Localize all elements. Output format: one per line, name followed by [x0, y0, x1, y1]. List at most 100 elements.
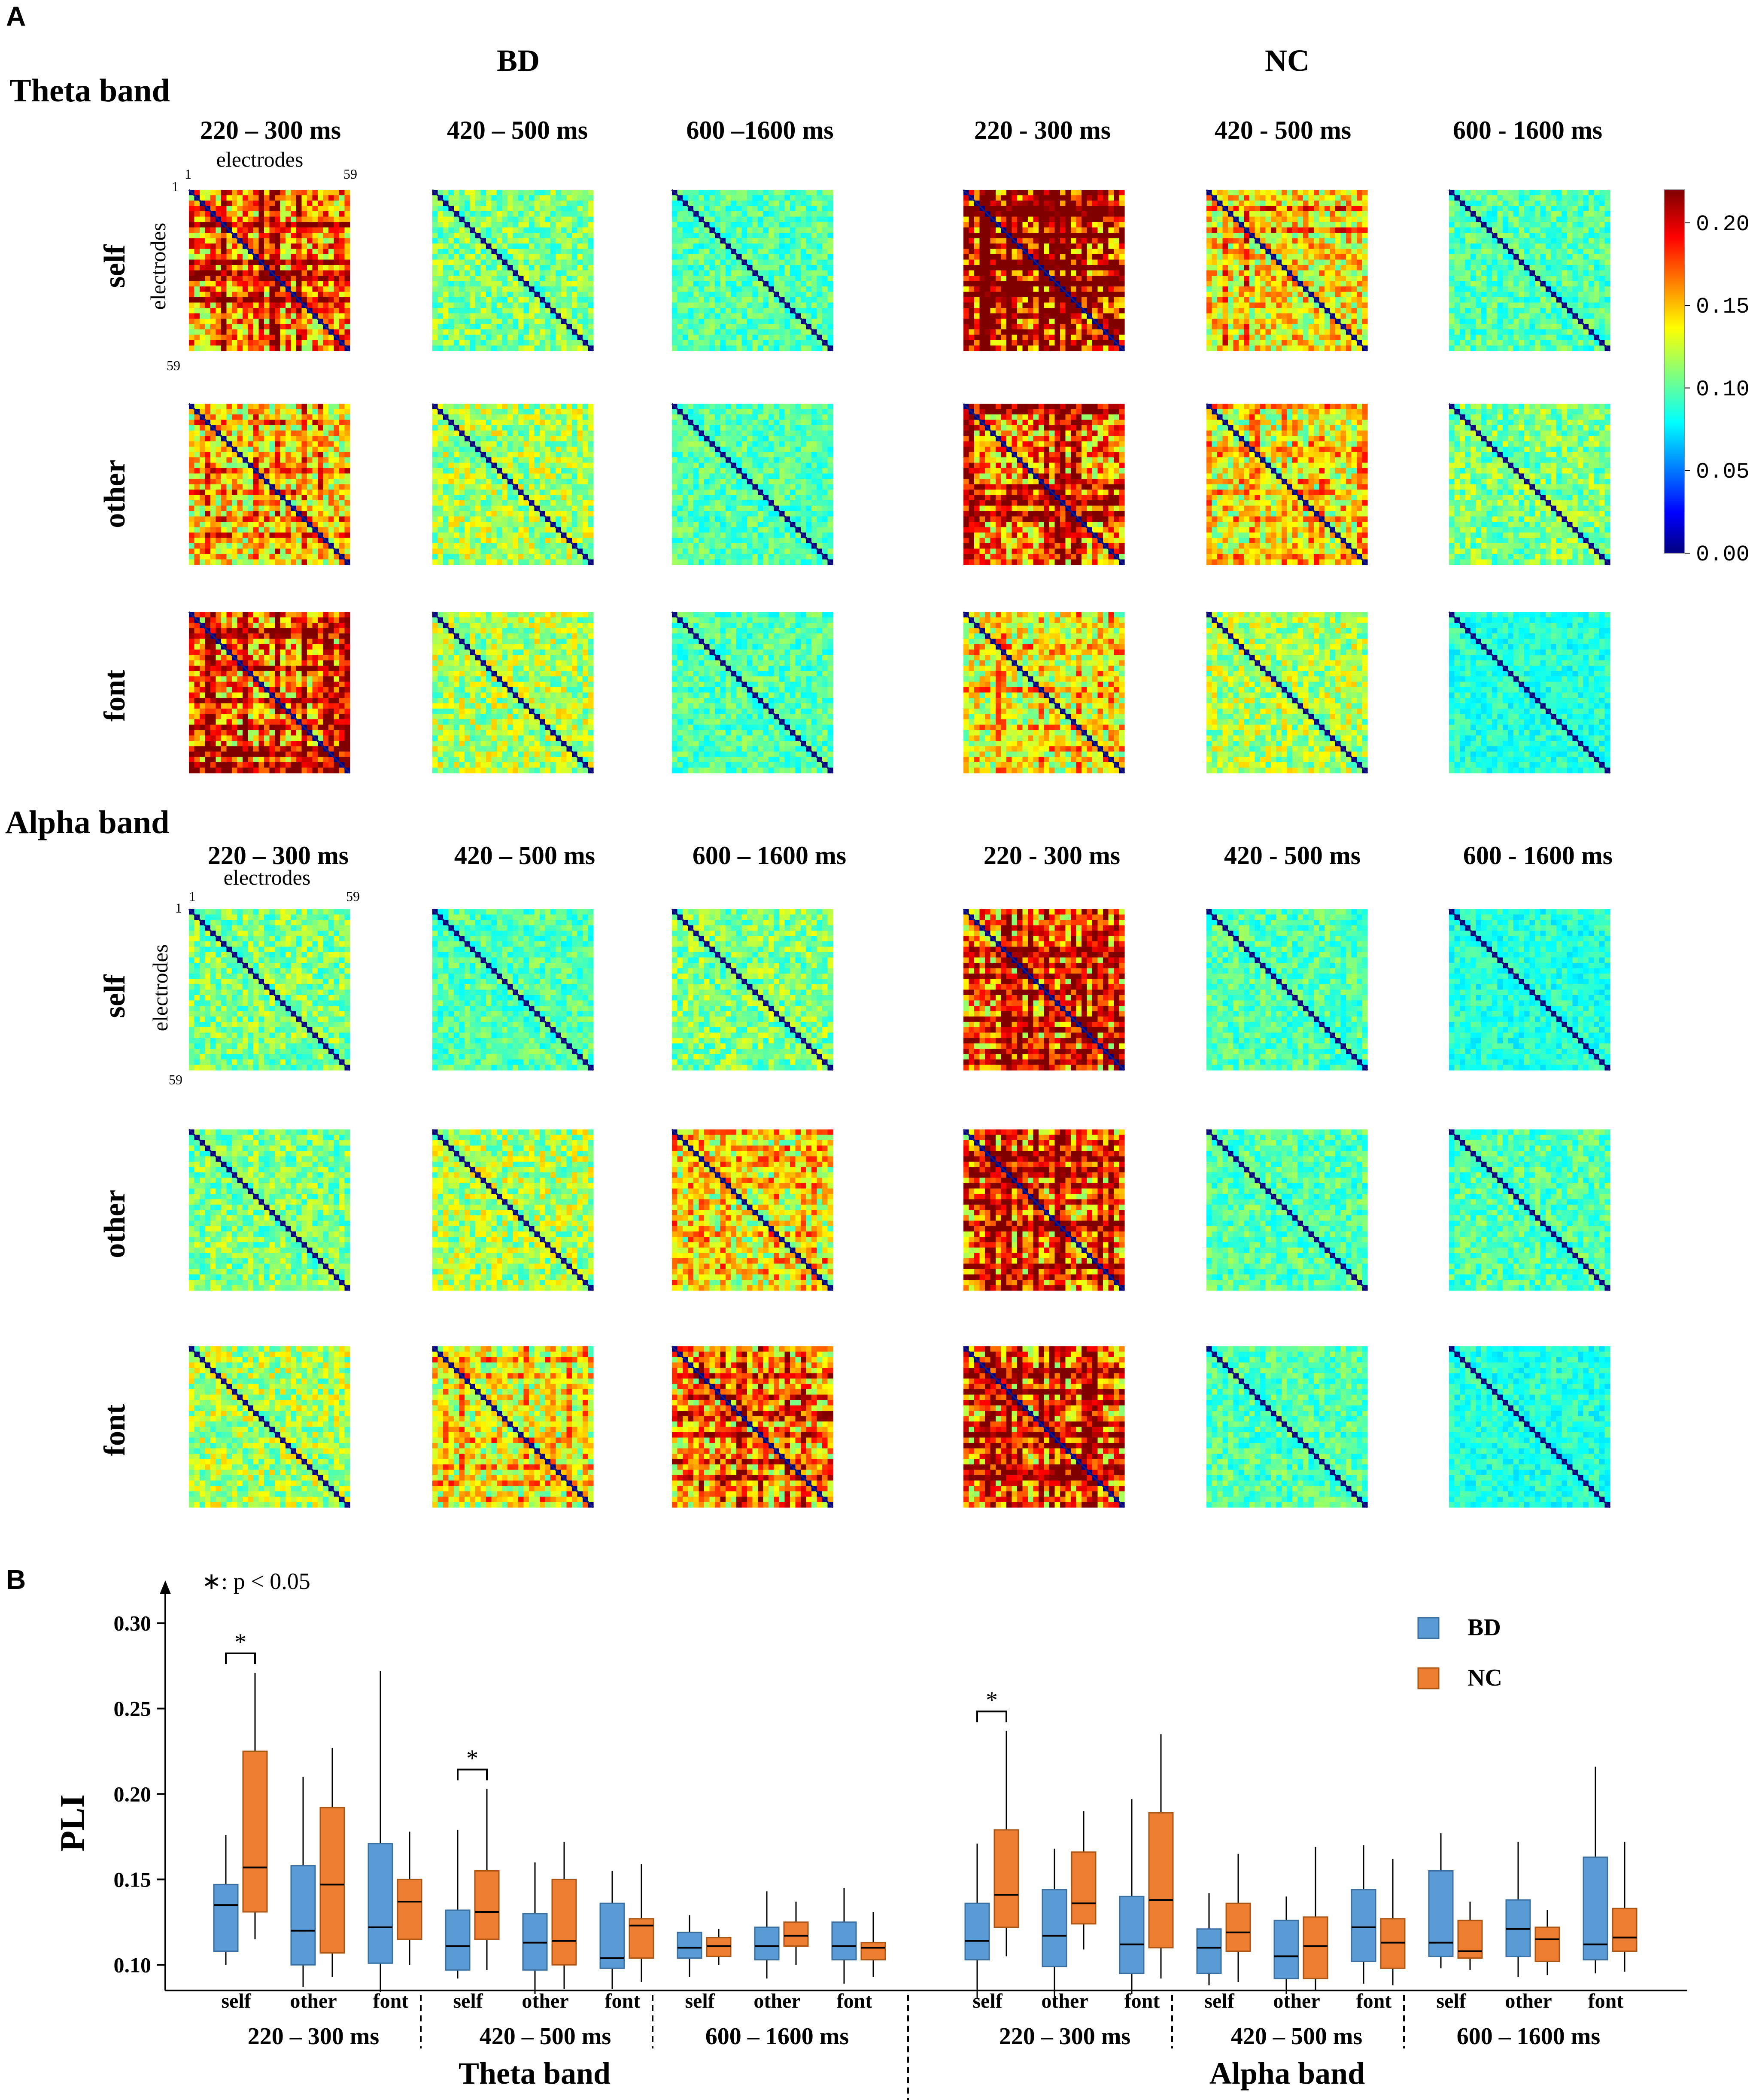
alpha-self-bd-window3-matrix: [672, 909, 833, 1071]
theta-w3-self-nc-box: [707, 1929, 731, 1965]
colorbar-tick-label: 0.20: [1696, 212, 1750, 237]
theta-row-label-other: other: [98, 460, 131, 528]
theta-condition-label: font: [373, 1990, 409, 2012]
colorbar-tick-label: 0.10: [1696, 377, 1750, 402]
alpha-w1-self-bd-box: [965, 1844, 989, 1999]
alpha-font-bd-window1-matrix: [189, 1346, 350, 1508]
alpha-significance-bracket: *: [977, 1687, 1006, 1722]
theta-font-nc-window2-matrix: [1206, 612, 1368, 773]
alpha-font-bd-window2-matrix: [432, 1346, 594, 1508]
theta-w1-other-bd-box: [291, 1777, 315, 1987]
theta-time-label-4: 220 - 300 ms: [974, 116, 1111, 144]
alpha-w2-font-nc-box: [1381, 1859, 1405, 1985]
theta-condition-label: other: [290, 1990, 337, 2012]
theta-other-nc-window2-matrix: [1206, 404, 1368, 565]
alpha-window-label-3: 600 – 1600 ms: [1457, 2023, 1600, 2050]
theta-w1-font-bd-box: [368, 1671, 392, 1992]
theta-electrode-first-left: 1: [172, 179, 179, 194]
y-tick-label: 0.20: [114, 1782, 152, 1806]
theta-electrode-first-top: 1: [185, 166, 191, 182]
alpha-font-nc-window1-matrix: [963, 1346, 1125, 1508]
alpha-condition-label: other: [1505, 1990, 1552, 2012]
alpha-w1-other-nc-box: [1072, 1811, 1096, 1949]
alpha-w1-self-nc-box: [994, 1731, 1018, 1956]
alpha-condition-label: font: [1124, 1990, 1160, 2012]
y-tick-label: 0.30: [114, 1611, 152, 1635]
theta-window-label-1: 220 – 300 ms: [248, 2023, 379, 2050]
alpha-w1-font-nc-box: [1149, 1734, 1173, 1978]
theta-self-nc-window3-matrix: [1449, 190, 1610, 351]
theta-row-label-self: self: [98, 244, 131, 288]
alpha-w2-font-bd-box: [1352, 1845, 1376, 1984]
alpha-w2-other-bd-box: [1274, 1896, 1298, 1994]
panel-b-letter: B: [6, 1564, 26, 1595]
theta-self-bd-window1-matrix: [189, 190, 350, 351]
theta-font-bd-window1-matrix: [189, 612, 350, 773]
significance-star: *: [986, 1687, 998, 1713]
theta-window-label-2: 420 – 500 ms: [480, 2023, 611, 2050]
colorbar-ticks: 0.200.150.100.050.00: [1685, 212, 1750, 567]
theta-other-nc-window3-matrix: [1449, 404, 1610, 565]
alpha-window-label-1: 220 – 300 ms: [999, 2023, 1130, 2050]
alpha-self-nc-window2-matrix: [1206, 909, 1368, 1071]
theta-other-bd-window2-matrix: [432, 404, 594, 565]
alpha-electrode-first-left: 1: [175, 900, 182, 916]
colorbar-gradient: [1664, 190, 1685, 553]
theta-condition-label: self: [221, 1990, 251, 2012]
significance-note: ∗: p < 0.05: [202, 1568, 310, 1594]
theta-time-label-1: 220 – 300 ms: [200, 116, 341, 144]
alpha-time-label-5: 420 - 500 ms: [1224, 841, 1361, 870]
theta-condition-label: self: [453, 1990, 483, 2012]
alpha-condition-label: other: [1273, 1990, 1320, 2012]
group-title-nc: NC: [1265, 43, 1309, 78]
theta-condition-label: self: [685, 1990, 715, 2012]
figure: A BD NC Theta band 220 – 300 ms 420 – 50…: [0, 0, 1753, 2100]
alpha-w3-font-bd-box: [1583, 1767, 1607, 1973]
theta-w3-font-bd-box: [832, 1888, 856, 1984]
alpha-electrodes-axis-label: electrodes: [224, 865, 311, 889]
theta-time-label-3: 600 –1600 ms: [686, 116, 833, 144]
alpha-font-nc-window2-matrix: [1206, 1346, 1368, 1508]
theta-condition-label: font: [837, 1990, 872, 2012]
significance-star: *: [234, 1629, 246, 1656]
theta-font-bd-window2-matrix: [432, 612, 594, 773]
theta-electrode-last-left: 59: [167, 358, 180, 373]
panel-a-letter: A: [6, 1, 26, 32]
alpha-w1-font-bd-box: [1120, 1799, 1144, 1994]
theta-self-nc-window1-matrix: [963, 190, 1125, 351]
theta-w2-other-nc-box: [552, 1842, 576, 1989]
alpha-other-nc-window1-matrix: [963, 1129, 1125, 1291]
theta-w2-self-nc-box: [475, 1789, 499, 1970]
alpha-other-nc-window2-matrix: [1206, 1129, 1368, 1291]
alpha-electrode-last-top: 59: [346, 889, 360, 904]
theta-significance-bracket: *: [458, 1745, 487, 1780]
y-axis-title: PLI: [54, 1794, 91, 1851]
alpha-w2-other-nc-box: [1303, 1847, 1328, 1990]
significance-star: *: [466, 1745, 478, 1772]
alpha-band-title: Alpha band: [5, 804, 169, 840]
theta-electrode-last-top: 59: [343, 166, 357, 182]
y-ticks: 0.300.250.200.150.10: [114, 1611, 166, 1977]
alpha-self-bd-window2-matrix: [432, 909, 594, 1071]
theta-w3-self-bd-box: [678, 1915, 702, 1977]
colorbar-tick-label: 0.00: [1696, 542, 1750, 567]
y-tick-label: 0.25: [114, 1697, 152, 1721]
theta-time-label-5: 420 - 500 ms: [1215, 116, 1351, 144]
colorbar-tick-label: 0.05: [1696, 460, 1750, 485]
theta-font-nc-window1-matrix: [963, 612, 1125, 773]
legend: BD NC: [1418, 1614, 1502, 1691]
theta-condition-label: other: [522, 1990, 568, 2012]
group-title-bd: BD: [497, 43, 540, 78]
alpha-font-nc-window3-matrix: [1449, 1346, 1610, 1508]
theta-row-label-font: font: [98, 670, 131, 722]
theta-w1-font-nc-box: [398, 1832, 422, 1965]
theta-w2-font-nc-box: [629, 1864, 653, 1982]
theta-band-axis-label: Theta band: [459, 2056, 611, 2091]
alpha-time-label-6: 600 - 1600 ms: [1463, 841, 1613, 870]
theta-other-nc-window1-matrix: [963, 404, 1125, 565]
alpha-w2-self-bd-box: [1197, 1893, 1221, 1985]
theta-other-bd-window3-matrix: [672, 404, 833, 565]
theta-w3-other-bd-box: [755, 1891, 779, 1978]
theta-font-nc-window3-matrix: [1449, 612, 1610, 773]
alpha-condition-label: font: [1356, 1990, 1392, 2012]
